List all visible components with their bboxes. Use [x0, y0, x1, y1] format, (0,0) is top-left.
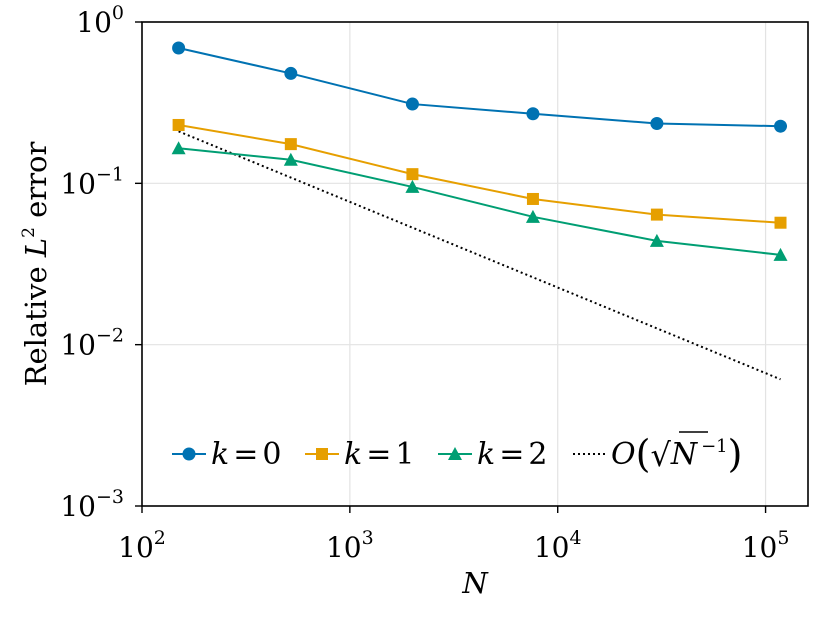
- data-point-k0: [284, 66, 298, 80]
- data-point-k2: [525, 209, 540, 223]
- data-point-k1: [774, 216, 787, 229]
- data-point-k2: [649, 233, 664, 247]
- y-tick-label: 10−1: [60, 163, 124, 200]
- legend-marker-k2: [448, 447, 462, 460]
- legend-item-k0: k = 0: [172, 437, 281, 472]
- legend-marker-k0: [182, 447, 196, 461]
- data-point-k1: [172, 118, 185, 131]
- data-point-k0: [774, 119, 788, 133]
- series-k1: [172, 118, 787, 229]
- series-layer: [171, 41, 788, 261]
- data-point-k2: [171, 141, 186, 155]
- data-point-k0: [526, 107, 540, 121]
- x-axis-title: N: [461, 566, 489, 600]
- legend-label-k1: k = 1: [344, 437, 414, 472]
- legend-item-k1: k = 1: [305, 437, 414, 472]
- x-tick-label: 102: [118, 527, 166, 564]
- legend-item-reference: O(√N −1): [573, 431, 742, 476]
- data-point-k0: [650, 116, 664, 130]
- data-point-k1: [650, 208, 663, 221]
- legend-label-k0: k = 0: [211, 437, 281, 472]
- y-tick-label: 10−2: [60, 325, 124, 362]
- data-point-k2: [283, 152, 298, 166]
- y-axis-title-symbol: L: [19, 238, 53, 258]
- legend-label-k2: k = 2: [477, 437, 547, 472]
- data-point-k0: [172, 41, 186, 55]
- legend-label-reference: O(√N −1): [611, 432, 742, 476]
- data-point-k0: [405, 97, 419, 111]
- y-axis-title-prefix: Relative: [19, 257, 53, 386]
- series-k0: [172, 41, 788, 133]
- plot-frame: [141, 21, 809, 507]
- series-line-k2: [178, 147, 781, 256]
- y-tick-label: 100: [76, 2, 124, 39]
- data-point-k2: [405, 179, 420, 193]
- data-point-k1: [406, 168, 419, 181]
- data-point-k1: [526, 192, 539, 205]
- legend-marker-k1: [316, 448, 328, 460]
- y-axis-title-sup: 2: [19, 227, 39, 238]
- series-line-k0: [178, 47, 781, 128]
- y-axis-title: Relative L2 error: [19, 141, 53, 386]
- y-axis-title-suffix: error: [19, 141, 53, 227]
- legend: k = 0 k = 1 k = 2 O(√N −1): [172, 431, 742, 476]
- reference-line-path: [178, 130, 781, 381]
- x-tick-label: 104: [534, 527, 582, 564]
- grid: [142, 22, 808, 506]
- series-line-k1: [178, 123, 781, 224]
- data-point-k1: [284, 138, 297, 151]
- series-k2: [171, 141, 788, 261]
- legend-item-k2: k = 2: [438, 437, 547, 472]
- data-point-k2: [773, 247, 788, 261]
- x-tick-label: 103: [326, 527, 374, 564]
- reference-line: [178, 130, 781, 381]
- x-tick-label: 105: [742, 527, 790, 564]
- axis-ticks: 102 103 104 105 100 10−1 10−2 10−3: [60, 2, 789, 564]
- y-tick-label: 10−3: [60, 486, 124, 523]
